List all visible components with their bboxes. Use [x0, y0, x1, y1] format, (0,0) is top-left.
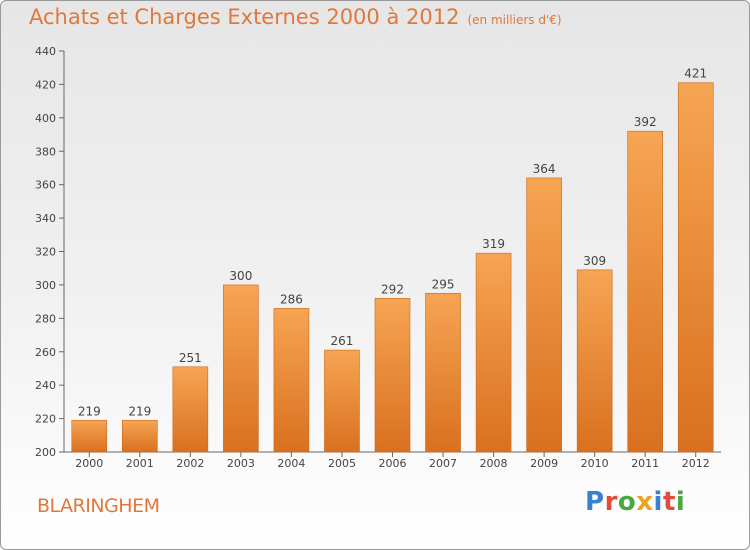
x-tick-label: 2004 [277, 457, 305, 470]
bar-2010 [576, 269, 613, 453]
x-tick-label: 2012 [682, 457, 710, 470]
y-tick-label: 240 [35, 379, 56, 392]
x-tick-label: 2005 [328, 457, 356, 470]
data-label-2000: 219 [78, 404, 101, 418]
y-tick-label: 340 [35, 212, 56, 225]
y-tick-label: 320 [35, 246, 56, 259]
logo-letter: i [675, 487, 686, 517]
logo-letter: x [636, 487, 654, 517]
bar-2005 [324, 349, 360, 453]
y-tick-label: 360 [35, 179, 56, 192]
data-label-2005: 261 [331, 334, 354, 348]
bar-2000 [71, 419, 108, 453]
city-name: BLARINGHEM [37, 495, 160, 517]
y-tick-label: 220 [35, 413, 56, 426]
bar-2006 [374, 297, 411, 453]
proxiti-logo: Proxiti [585, 487, 685, 517]
x-tick-label: 2007 [429, 457, 457, 470]
data-label-2004: 286 [280, 292, 303, 306]
data-label-2002: 251 [179, 351, 202, 365]
unit-note: (en milliers d'€) [467, 13, 562, 27]
y-tick-label: 400 [35, 112, 56, 125]
y-tick-label: 420 [35, 78, 56, 91]
y-tick-label: 300 [35, 279, 56, 292]
data-label-2010: 309 [583, 254, 606, 268]
x-tick-label: 2011 [631, 457, 659, 470]
data-label-2003: 300 [229, 269, 252, 283]
x-tick-label: 2010 [581, 457, 609, 470]
chart-title-text: Achats et Charges Externes 2000 à 2012 [29, 5, 460, 29]
y-tick-label: 280 [35, 312, 56, 325]
bar-2003 [223, 284, 259, 453]
logo-letter: P [585, 487, 605, 517]
bars: 219 219 251 300 286 261 292 295 319 364 309 392 421 [71, 67, 714, 453]
x-tick-label: 2009 [530, 457, 558, 470]
bar-2007 [425, 292, 461, 453]
x-tick-label: 2000 [75, 457, 103, 470]
bar-2011 [627, 130, 663, 453]
y-tick-label: 440 [35, 45, 56, 58]
bar-2009 [526, 177, 562, 453]
data-label-2007: 295 [432, 277, 455, 291]
data-label-2009: 364 [533, 162, 556, 176]
x-tick-label: 2006 [379, 457, 407, 470]
logo-letter: r [604, 487, 618, 517]
x-tick-label: 2002 [176, 457, 204, 470]
bar-2001 [122, 419, 158, 453]
bar-2008 [475, 252, 512, 453]
y-tick-label: 260 [35, 346, 56, 359]
x-axis: 2000 2001 2002 2003 2004 2005 2006 2007 2008 2009… [64, 451, 721, 470]
y-tick-label: 380 [35, 145, 56, 158]
logo-letter: i [653, 487, 663, 517]
x-tick-label: 2003 [227, 457, 255, 470]
data-label-2011: 392 [634, 115, 657, 129]
data-label-2006: 292 [381, 282, 404, 296]
bar-2004 [273, 308, 310, 453]
data-label-2001: 219 [128, 404, 151, 418]
logo-letter: t [662, 487, 676, 517]
y-tick-label: 200 [35, 446, 56, 459]
data-label-2012: 421 [684, 67, 707, 81]
y-axis: 200 220 240 260 280 300 320 340 360 380 400 420 440 [35, 45, 65, 459]
chart-title: Achats et Charges Externes 2000 à 2012 (e… [29, 5, 562, 29]
x-tick-label: 2001 [126, 457, 154, 470]
bar-2012 [677, 82, 714, 453]
data-label-2008: 319 [482, 237, 505, 251]
x-tick-label: 2008 [480, 457, 508, 470]
logo-letter: o [617, 487, 637, 517]
bar-2002 [172, 366, 209, 453]
